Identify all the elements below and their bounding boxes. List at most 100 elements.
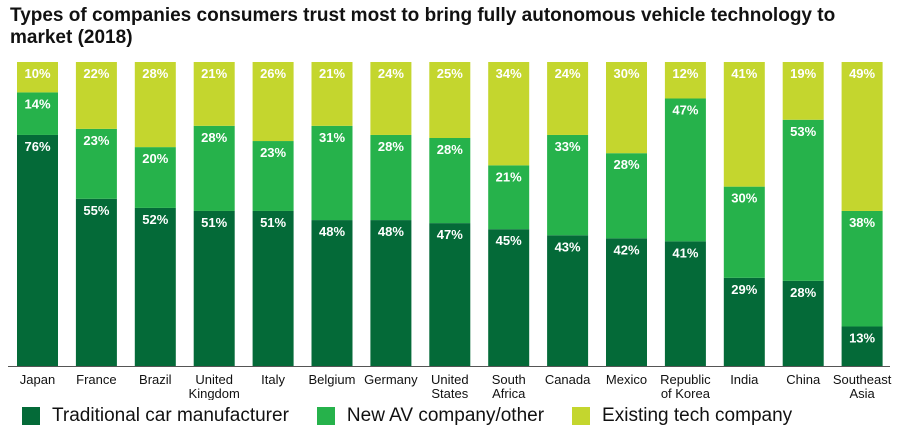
bar-segment-2 — [782, 119, 824, 281]
bar-segment-3 — [193, 62, 235, 126]
bar-segment-3 — [311, 62, 353, 126]
data-label: 30% — [731, 191, 757, 206]
bar-segment-2 — [547, 134, 589, 236]
data-label: 28% — [437, 142, 463, 157]
legend-swatch — [316, 407, 335, 425]
data-label: 41% — [672, 245, 698, 260]
legend-label: New AV company/other — [346, 405, 545, 426]
bar-segment-3 — [664, 62, 706, 99]
legend-swatch — [22, 407, 40, 425]
bar-segment-1 — [841, 326, 883, 366]
legend-item: Existing tech company — [572, 405, 792, 427]
data-label: 47% — [672, 102, 698, 117]
data-label: 76% — [24, 139, 50, 154]
data-label: 22% — [83, 66, 109, 81]
data-label: 23% — [83, 133, 109, 148]
bar-segment-1 — [193, 210, 235, 366]
data-label: 24% — [555, 66, 581, 81]
bar-segment-3 — [723, 62, 765, 187]
bar-segment-1 — [606, 238, 647, 366]
bar-segment-1 — [429, 223, 471, 366]
x-tick-label: South Africa — [492, 372, 526, 400]
bar-segment-2 — [193, 125, 235, 211]
legend: Traditional car manufacturer New AV compa… — [22, 403, 820, 429]
data-label: 30% — [613, 66, 639, 81]
legend-item: New AV company/other — [316, 405, 545, 427]
bar-segment-1 — [488, 229, 530, 366]
data-label: 45% — [496, 233, 522, 248]
bar-segment-2 — [664, 98, 706, 242]
bar-segment-1 — [134, 207, 176, 366]
data-label: 55% — [83, 203, 109, 218]
bar-segment-1 — [311, 220, 353, 366]
bar-segment-2 — [723, 186, 765, 278]
data-label: 21% — [496, 169, 522, 184]
legend-label: Traditional car manufacturer — [52, 405, 289, 426]
data-label: 47% — [437, 227, 463, 242]
bar-segment-3 — [429, 62, 471, 138]
bar-segment-3 — [370, 62, 412, 135]
data-label: 20% — [142, 151, 168, 166]
bar-segment-2 — [311, 125, 353, 221]
legend-item: Traditional car manufacturer — [22, 405, 289, 427]
data-label: 52% — [142, 212, 168, 227]
bar-segment-3 — [134, 62, 176, 148]
x-tick-label: United States — [431, 372, 469, 400]
bar-segment-3 — [17, 62, 58, 93]
chart-title: Types of companies consumers trust most … — [10, 5, 836, 48]
bar-segment-1 — [17, 134, 58, 366]
bar-segment-3 — [488, 62, 530, 166]
data-label: 14% — [24, 96, 50, 111]
data-label: 41% — [731, 66, 757, 81]
x-tick-label: Belgium — [309, 372, 356, 387]
x-tick-label: United Kingdom — [189, 372, 240, 400]
x-tick-label: France — [76, 372, 116, 387]
bar-segment-1 — [547, 235, 589, 366]
bar-segment-1 — [664, 241, 706, 366]
bar-segment-3 — [606, 62, 647, 154]
data-label: 19% — [790, 66, 816, 81]
bar-segment-3 — [75, 62, 117, 129]
bar-segment-2 — [841, 210, 883, 327]
data-label: 28% — [201, 130, 227, 145]
bar-segment-1 — [252, 210, 294, 366]
x-tick-label: Canada — [545, 372, 591, 387]
x-tick-label: Brazil — [139, 372, 172, 387]
data-label: 13% — [849, 330, 875, 345]
bar-segment-1 — [75, 198, 117, 366]
x-tick-label: Republic of Korea — [660, 372, 711, 400]
data-label: 24% — [378, 66, 404, 81]
data-label: 48% — [378, 224, 404, 239]
data-label: 51% — [201, 215, 227, 230]
bar-segment-2 — [488, 165, 530, 230]
bar-segment-2 — [252, 141, 294, 211]
bar-segment-3 — [252, 62, 294, 142]
data-label: 33% — [555, 139, 581, 154]
x-tick-label: China — [786, 372, 821, 387]
data-label: 34% — [496, 66, 522, 81]
bar-segment-2 — [17, 92, 58, 135]
data-label: 28% — [613, 157, 639, 172]
data-label: 38% — [849, 215, 875, 230]
data-label: 43% — [555, 239, 581, 254]
bar-segment-3 — [782, 62, 824, 120]
x-tick-label: Southeast Asia — [833, 372, 892, 400]
bar-segment-2 — [429, 138, 471, 224]
data-label: 21% — [319, 66, 345, 81]
data-label: 53% — [790, 124, 816, 139]
bar-segment-1 — [782, 280, 824, 366]
data-label: 31% — [319, 130, 345, 145]
data-label: 28% — [378, 139, 404, 154]
data-label: 12% — [672, 66, 698, 81]
bar-segment-1 — [723, 277, 765, 366]
bar-segment-2 — [134, 147, 176, 208]
data-label: 49% — [849, 66, 875, 81]
x-tick-label: India — [730, 372, 759, 387]
bar-segment-2 — [75, 128, 117, 199]
x-tick-label: Germany — [364, 372, 418, 387]
bar-segment-2 — [606, 153, 647, 239]
legend-swatch — [572, 407, 591, 425]
bar-segment-3 — [841, 62, 883, 211]
data-label: 21% — [201, 66, 227, 81]
data-label: 28% — [790, 285, 816, 300]
